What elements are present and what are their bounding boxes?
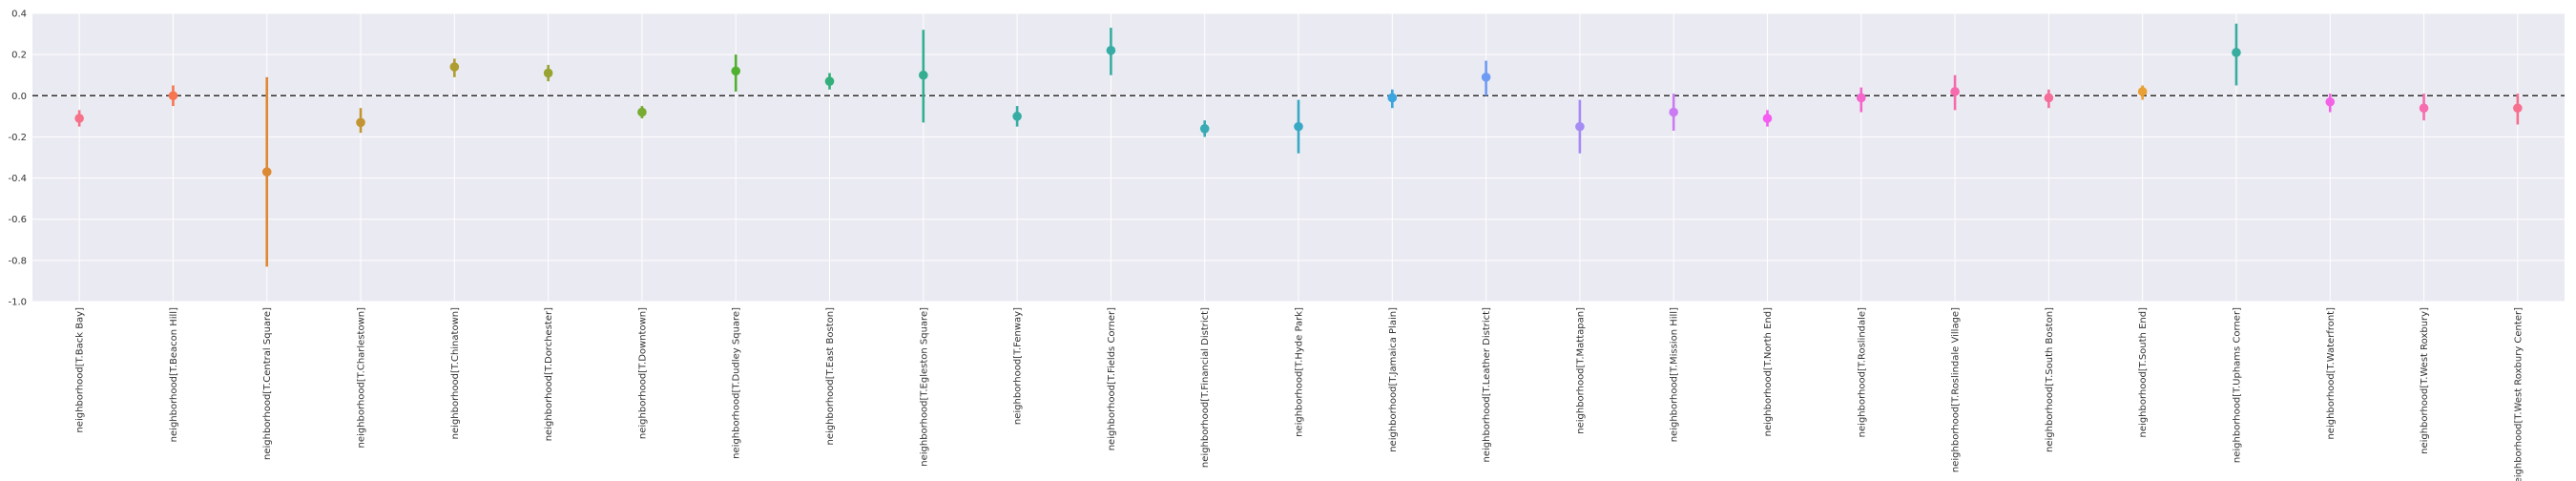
data-point [1856,93,1866,103]
x-tick-label: neighborhood[T.Dorchester] [544,307,554,441]
x-tick-label: neighborhood[T.Financial District] [1200,307,1211,468]
x-tick-label: neighborhood[T.Roslindale Village] [1951,307,1962,472]
data-point [1387,93,1398,103]
data-point [2044,93,2054,103]
x-tick-label: neighborhood[T.Roslindale] [1857,307,1867,437]
y-tick-label: -1.0 [8,298,27,308]
data-point [2137,87,2148,96]
data-point [919,70,928,80]
x-tick-label: neighborhood[T.Charlestown] [357,307,367,449]
x-tick-label: neighborhood[T.Mission Hill] [1670,307,1680,442]
data-point [1762,114,1773,123]
x-tick-label: neighborhood[T.West Roxbury] [2420,307,2430,454]
data-point [2325,96,2336,107]
x-tick-label: neighborhood[T.West Roxbury Center] [2513,307,2524,481]
data-point [1669,107,1678,117]
data-point [1481,73,1491,82]
x-tick-label: neighborhood[T.Fields Corner] [1107,307,1117,450]
y-tick-label: 0.0 [11,92,27,102]
data-point [1199,124,1210,134]
data-marks [74,23,2523,267]
x-tick-label: neighborhood[T.Jamaica Plain] [1388,307,1399,452]
x-tick-label: neighborhood[T.Back Bay] [75,307,86,433]
x-tick-label: neighborhood[T.Chinatown] [450,307,461,439]
y-axis-ticks: 0.4 0.2 0.0 -0.2 -0.4 -0.6 -0.8 -1.0 [8,10,27,308]
data-point [2419,103,2429,114]
data-point [1575,121,1585,132]
data-point [637,107,647,117]
data-point [449,62,460,72]
x-tick-label: neighborhood[T.Central Square] [262,307,273,460]
x-tick-label: neighborhood[T.Hyde Park] [1295,307,1305,437]
y-tick-label: -0.4 [8,174,27,184]
x-tick-label: neighborhood[T.Waterfront] [2326,307,2337,440]
y-tick-label: 0.2 [11,51,27,61]
data-point [1106,46,1116,55]
x-tick-label: neighborhood[T.Downtown] [637,307,648,439]
data-point [1294,121,1303,132]
y-tick-label: -0.6 [8,215,27,225]
x-tick-label: neighborhood[T.Egleston Square] [919,307,929,467]
data-point [74,114,84,123]
data-point [543,68,553,78]
x-tick-label: neighborhood[T.Mattapan] [1575,307,1586,434]
data-point [731,66,741,76]
data-point [1012,112,1022,121]
x-tick-label: neighborhood[T.North End] [1763,307,1774,436]
x-tick-label: neighborhood[T.Uphams Corner] [2232,307,2242,463]
data-point [824,76,835,86]
x-tick-label: neighborhood[T.South End] [2138,307,2149,438]
data-point [168,91,178,101]
x-axis-ticks: neighborhood[T.Back Bay] neighborhood[T.B… [75,307,2524,481]
x-tick-label: neighborhood[T.South Boston] [2045,307,2055,452]
x-tick-label: neighborhood[T.East Boston] [825,307,836,446]
y-tick-label: -0.2 [8,133,27,143]
data-point [356,117,365,128]
data-point [2513,103,2523,114]
data-point [1950,87,1960,96]
x-tick-label: neighborhood[T.Fenway] [1013,307,1024,425]
y-tick-label: -0.8 [8,256,27,266]
y-tick-label: 0.4 [11,10,27,20]
x-tick-label: neighborhood[T.Leather District] [1482,307,1492,463]
data-point [2232,48,2241,57]
x-tick-label: neighborhood[T.Dudley Square] [732,307,742,459]
x-tick-label: neighborhood[T.Beacon Hill] [169,307,179,442]
data-point [261,167,272,177]
